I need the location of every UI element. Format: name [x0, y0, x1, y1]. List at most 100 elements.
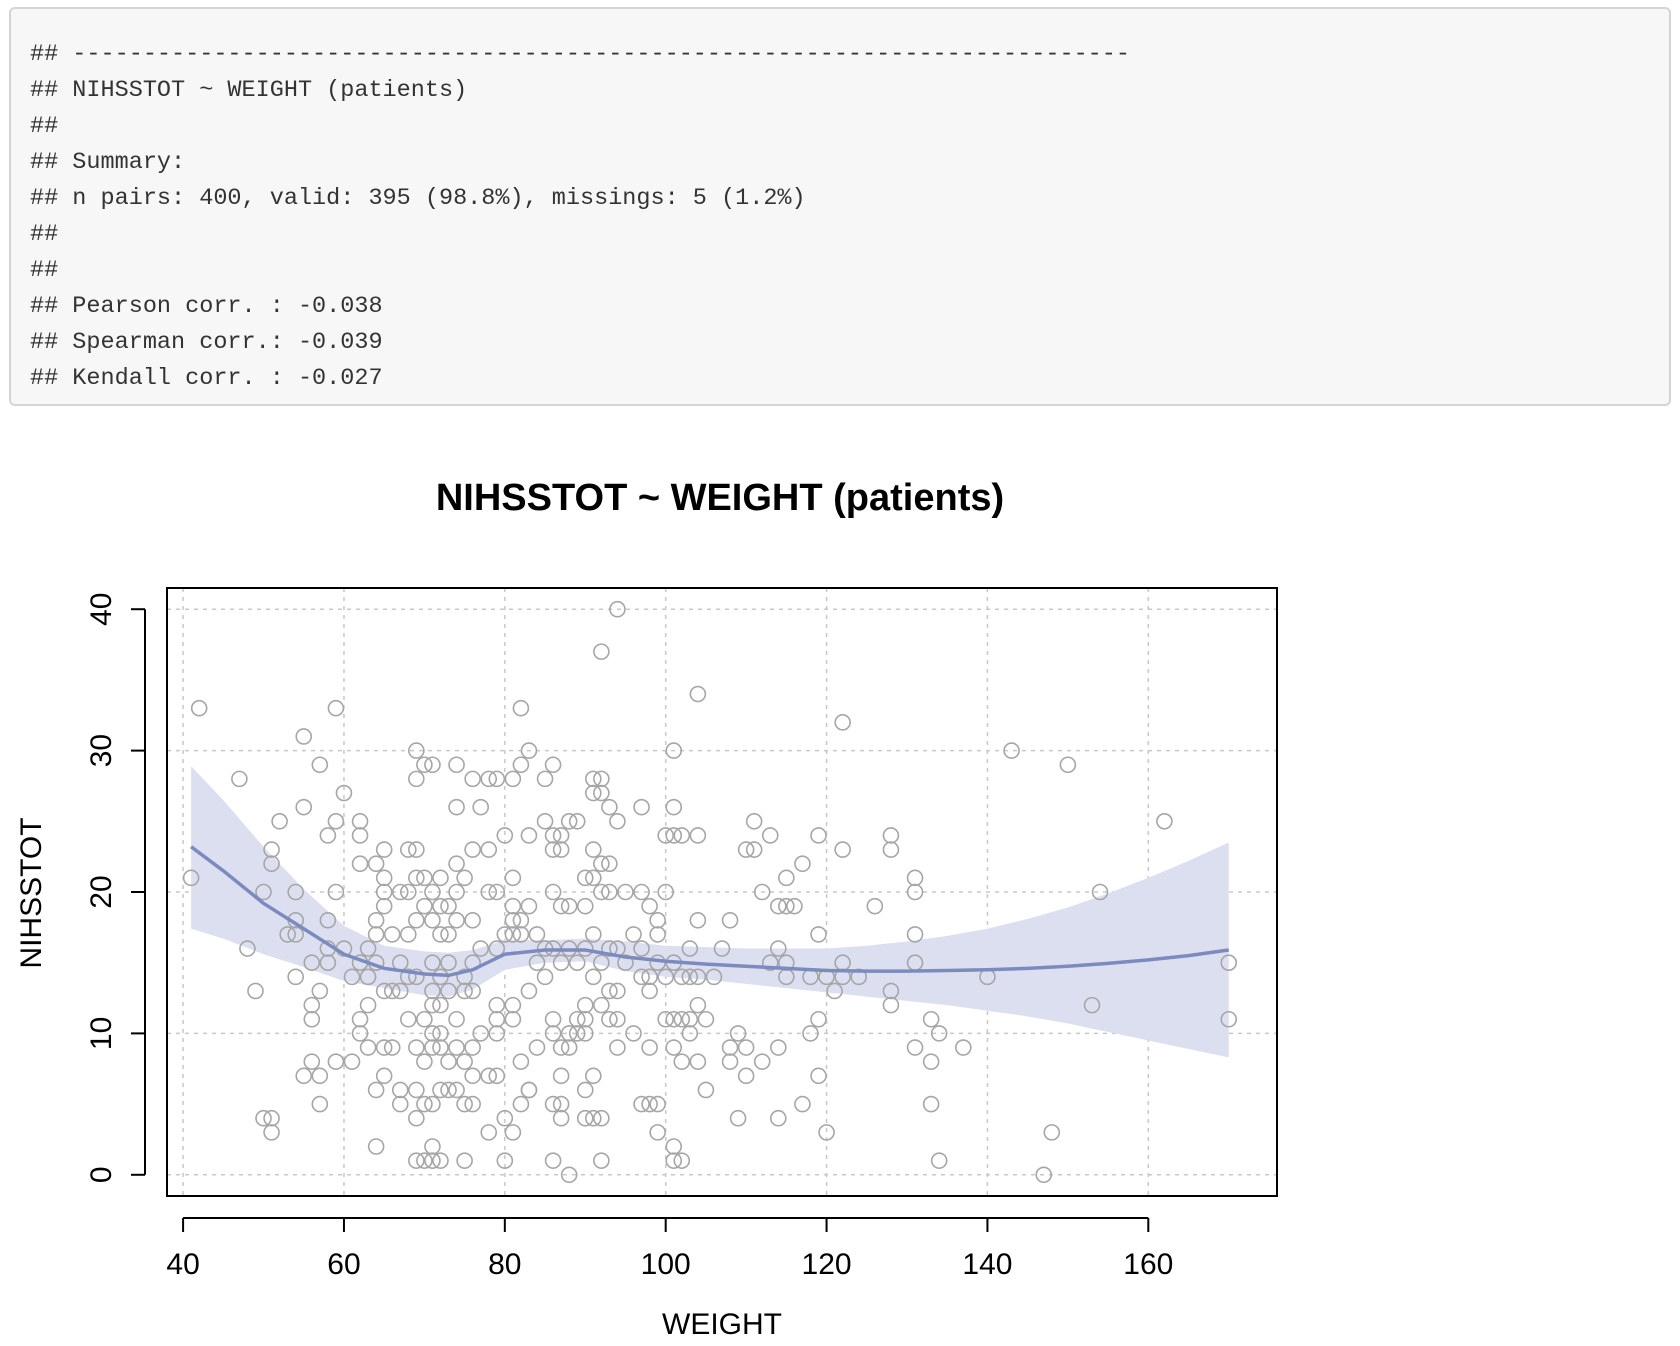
data-point: [343, 1053, 361, 1070]
data-point: [1043, 1124, 1061, 1141]
data-point: [593, 996, 610, 1014]
data-point: [504, 897, 522, 915]
data-point: [295, 1067, 313, 1085]
y-axis: 0 10 20 30 40: [85, 593, 146, 1183]
data-point: [263, 855, 280, 873]
data-point: [182, 869, 200, 887]
console-line: ## Kendall corr. : -0.027: [30, 365, 383, 392]
scatter-plot: NIHSSTOT ~ WEIGHT (patients) 40 60 80 100 12…: [15, 477, 1278, 1341]
data-point: [263, 1109, 280, 1127]
data-point: [778, 954, 795, 971]
data-point: [955, 1039, 972, 1056]
data-point: [504, 1124, 522, 1141]
data-point: [472, 798, 489, 816]
data-point: [375, 1067, 393, 1085]
data-point: [601, 982, 618, 1000]
data-point: [239, 940, 256, 957]
data-point: [504, 869, 522, 887]
data-point: [641, 982, 658, 1000]
data-point: [770, 940, 787, 957]
console-line: ## Summary:: [30, 149, 186, 176]
data-point: [593, 1152, 610, 1169]
data-point: [552, 954, 570, 971]
data-point: [1059, 756, 1077, 774]
x-tick-label: 160: [1123, 1248, 1173, 1281]
data-point: [866, 897, 884, 915]
data-point: [432, 1025, 449, 1042]
data-point: [424, 1138, 441, 1155]
data-point: [424, 1095, 441, 1113]
y-tick-label: 10: [85, 1017, 118, 1050]
data-point: [391, 883, 409, 901]
data-point: [665, 798, 683, 816]
data-point: [231, 770, 248, 788]
smooth-line: [190, 845, 1229, 978]
data-point: [585, 841, 602, 858]
data-point: [408, 742, 425, 759]
data-point: [593, 883, 610, 901]
data-point: [681, 968, 699, 986]
data-point: [778, 897, 795, 915]
data-point: [456, 982, 473, 1000]
data-point: [391, 1095, 409, 1113]
data-point: [810, 1010, 827, 1028]
data-point: [432, 996, 449, 1014]
data-point: [601, 883, 618, 901]
data-point: [552, 1067, 570, 1085]
data-point: [448, 756, 465, 774]
data-point: [673, 827, 691, 844]
data-point: [303, 954, 321, 971]
confidence-band-layer: [191, 766, 1229, 1058]
data-point: [568, 813, 586, 830]
data-point: [408, 1152, 425, 1169]
data-point: [737, 1039, 755, 1056]
data-point: [416, 1095, 433, 1113]
y-axis-label: NIHSSTOT: [15, 817, 48, 968]
x-tick-label: 60: [327, 1248, 360, 1281]
data-point: [922, 1010, 940, 1028]
data-point: [576, 1010, 594, 1028]
data-point: [448, 855, 465, 873]
data-point: [770, 1109, 787, 1127]
data-point: [665, 1138, 683, 1155]
data-point: [464, 841, 481, 858]
data-point: [761, 827, 779, 844]
data-point: [576, 1025, 594, 1042]
data-point: [263, 1124, 280, 1141]
data-point: [689, 996, 707, 1014]
data-point: [1003, 742, 1020, 759]
data-point: [440, 954, 457, 971]
y-tick-label: 20: [85, 875, 118, 908]
data-point: [512, 926, 530, 943]
data-point: [721, 911, 739, 929]
data-point: [456, 869, 473, 887]
data-point: [1091, 883, 1109, 901]
data-point: [391, 982, 409, 1000]
data-point: [552, 827, 570, 844]
data-point: [303, 996, 321, 1014]
data-point: [560, 897, 578, 915]
data-point: [689, 1053, 707, 1070]
data-point: [673, 968, 691, 986]
data-point: [882, 827, 900, 844]
data-point: [633, 968, 650, 986]
data-point: [424, 996, 441, 1014]
data-point: [408, 1081, 425, 1099]
data-point: [480, 1124, 498, 1141]
data-point: [295, 798, 313, 816]
data-point: [504, 1010, 522, 1028]
data-point: [311, 1067, 329, 1085]
data-point: [400, 841, 417, 858]
data-point: [448, 911, 465, 929]
data-point: [512, 699, 530, 717]
data-point: [408, 911, 425, 929]
data-point: [544, 883, 562, 901]
data-point: [593, 855, 610, 873]
data-point: [448, 1081, 465, 1099]
data-point: [472, 940, 489, 957]
x-tick-label: 120: [802, 1248, 852, 1281]
data-point: [593, 1109, 610, 1127]
data-point: [721, 1053, 739, 1070]
data-point: [552, 1109, 570, 1127]
data-point: [416, 897, 433, 915]
